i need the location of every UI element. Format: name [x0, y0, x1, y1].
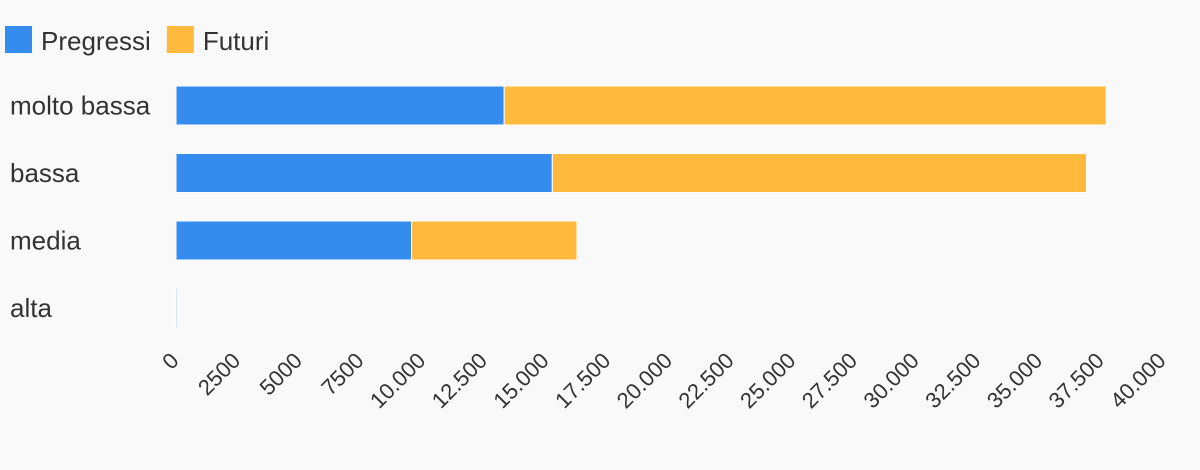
x-tick-label: 15.000 — [488, 348, 553, 413]
x-axis-ticks: 0 2500 5000 750010.00012.50015.00017.50020.… — [157, 348, 1170, 413]
bar-futuri-bassa — [551, 153, 1088, 193]
bars — [175, 85, 1107, 328]
legend-swatch-pregressi — [5, 26, 32, 53]
x-tick-label: 20.000 — [612, 348, 677, 413]
x-tick-label: 2500 — [193, 348, 245, 400]
x-tick-label: 35.000 — [982, 348, 1047, 413]
x-tick-label: 32.500 — [920, 348, 985, 413]
x-tick-label: 7500 — [316, 348, 368, 400]
bar-pregressi-media — [175, 220, 413, 261]
x-tick-label: 30.000 — [859, 348, 924, 413]
x-tick-label: 40.000 — [1105, 348, 1170, 413]
category-label-molto-bassa: molto bassa — [10, 91, 151, 121]
x-tick-label: 12.500 — [427, 348, 492, 413]
x-tick-label: 22.500 — [673, 348, 738, 413]
legend-label-pregressi: Pregressi — [41, 26, 151, 56]
category-label-bassa: bassa — [10, 158, 80, 188]
category-label-alta: alta — [10, 293, 52, 323]
bar-pregressi-molto-bassa — [175, 85, 505, 126]
legend-label-futuri: Futuri — [203, 26, 269, 56]
category-labels: molto bassa bassa media alta — [10, 91, 151, 324]
bar-pregressi-alta — [175, 288, 178, 328]
bar-futuri-molto-bassa — [503, 85, 1107, 126]
x-tick-label: 25.000 — [735, 348, 800, 413]
x-tick-label: 10.000 — [365, 348, 430, 413]
legend: Pregressi Futuri — [5, 26, 269, 56]
x-tick-label: 27.500 — [797, 348, 862, 413]
x-tick-label: 0 — [157, 348, 183, 374]
category-label-media: media — [10, 226, 81, 256]
legend-swatch-futuri — [166, 26, 194, 53]
bar-pregressi-bassa — [175, 153, 553, 193]
x-tick-label: 17.500 — [550, 348, 615, 413]
bar-futuri-media — [411, 220, 578, 261]
x-tick-label: 37.500 — [1044, 348, 1109, 413]
x-tick-label: 5000 — [255, 348, 307, 400]
